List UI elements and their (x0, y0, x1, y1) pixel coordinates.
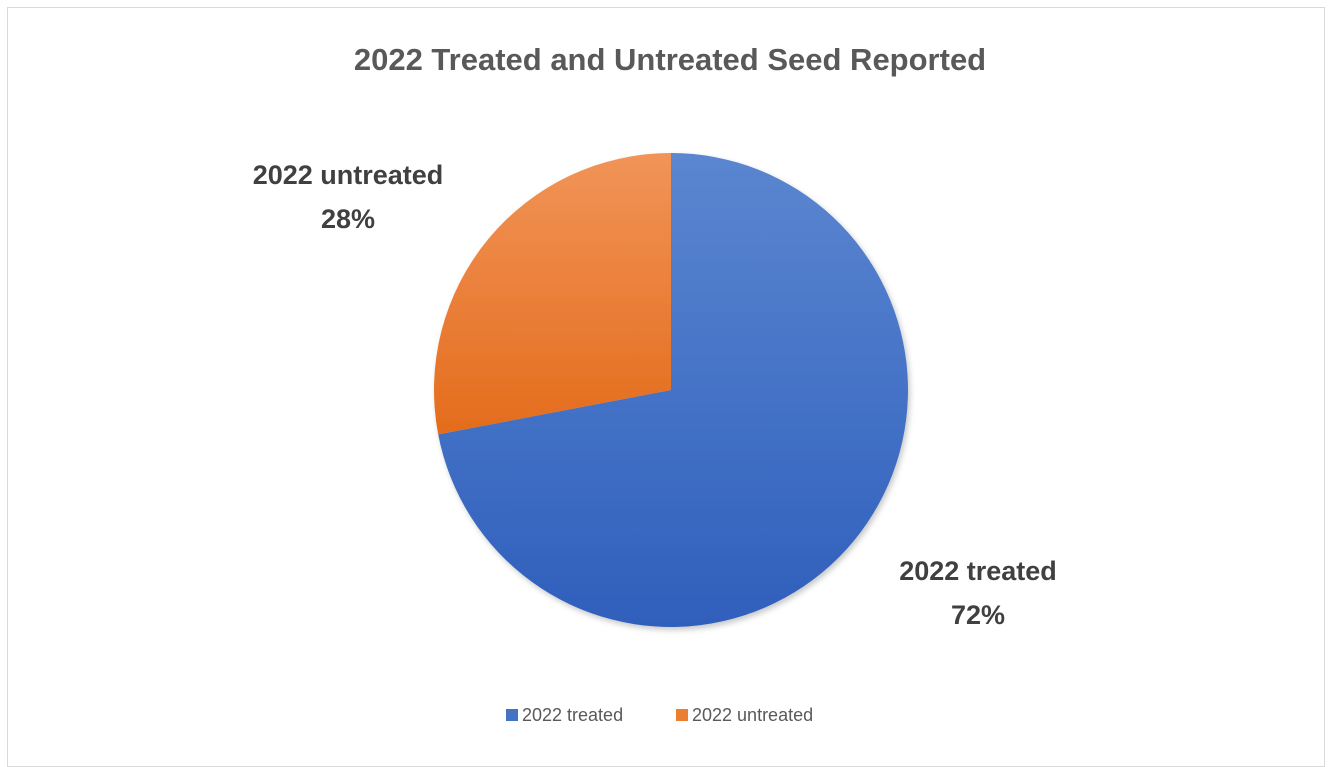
chart-title: 2022 Treated and Untreated Seed Reported (354, 42, 986, 77)
pie-chart: 2022 Treated and Untreated Seed Reported… (253, 42, 1057, 725)
pie-slices (433, 153, 908, 627)
legend-swatch-untreated (676, 709, 688, 721)
pie-slice-2022-untreated (433, 153, 671, 435)
legend-swatch-treated (506, 709, 518, 721)
legend: 2022 treated 2022 untreated (506, 705, 813, 725)
data-label-treated-percent: 72% (951, 600, 1005, 630)
data-label-untreated-name: 2022 untreated (253, 160, 444, 190)
pie-slice-2022-treated (438, 153, 908, 627)
data-label-untreated: 2022 untreated 28% (253, 160, 444, 234)
legend-label-untreated: 2022 untreated (692, 705, 813, 725)
chart-area: 2022 Treated and Untreated Seed Reported… (7, 7, 1325, 767)
legend-label-treated: 2022 treated (522, 705, 623, 725)
data-label-untreated-percent: 28% (321, 204, 375, 234)
data-label-treated-name: 2022 treated (899, 556, 1057, 586)
data-label-treated: 2022 treated 72% (899, 556, 1057, 630)
